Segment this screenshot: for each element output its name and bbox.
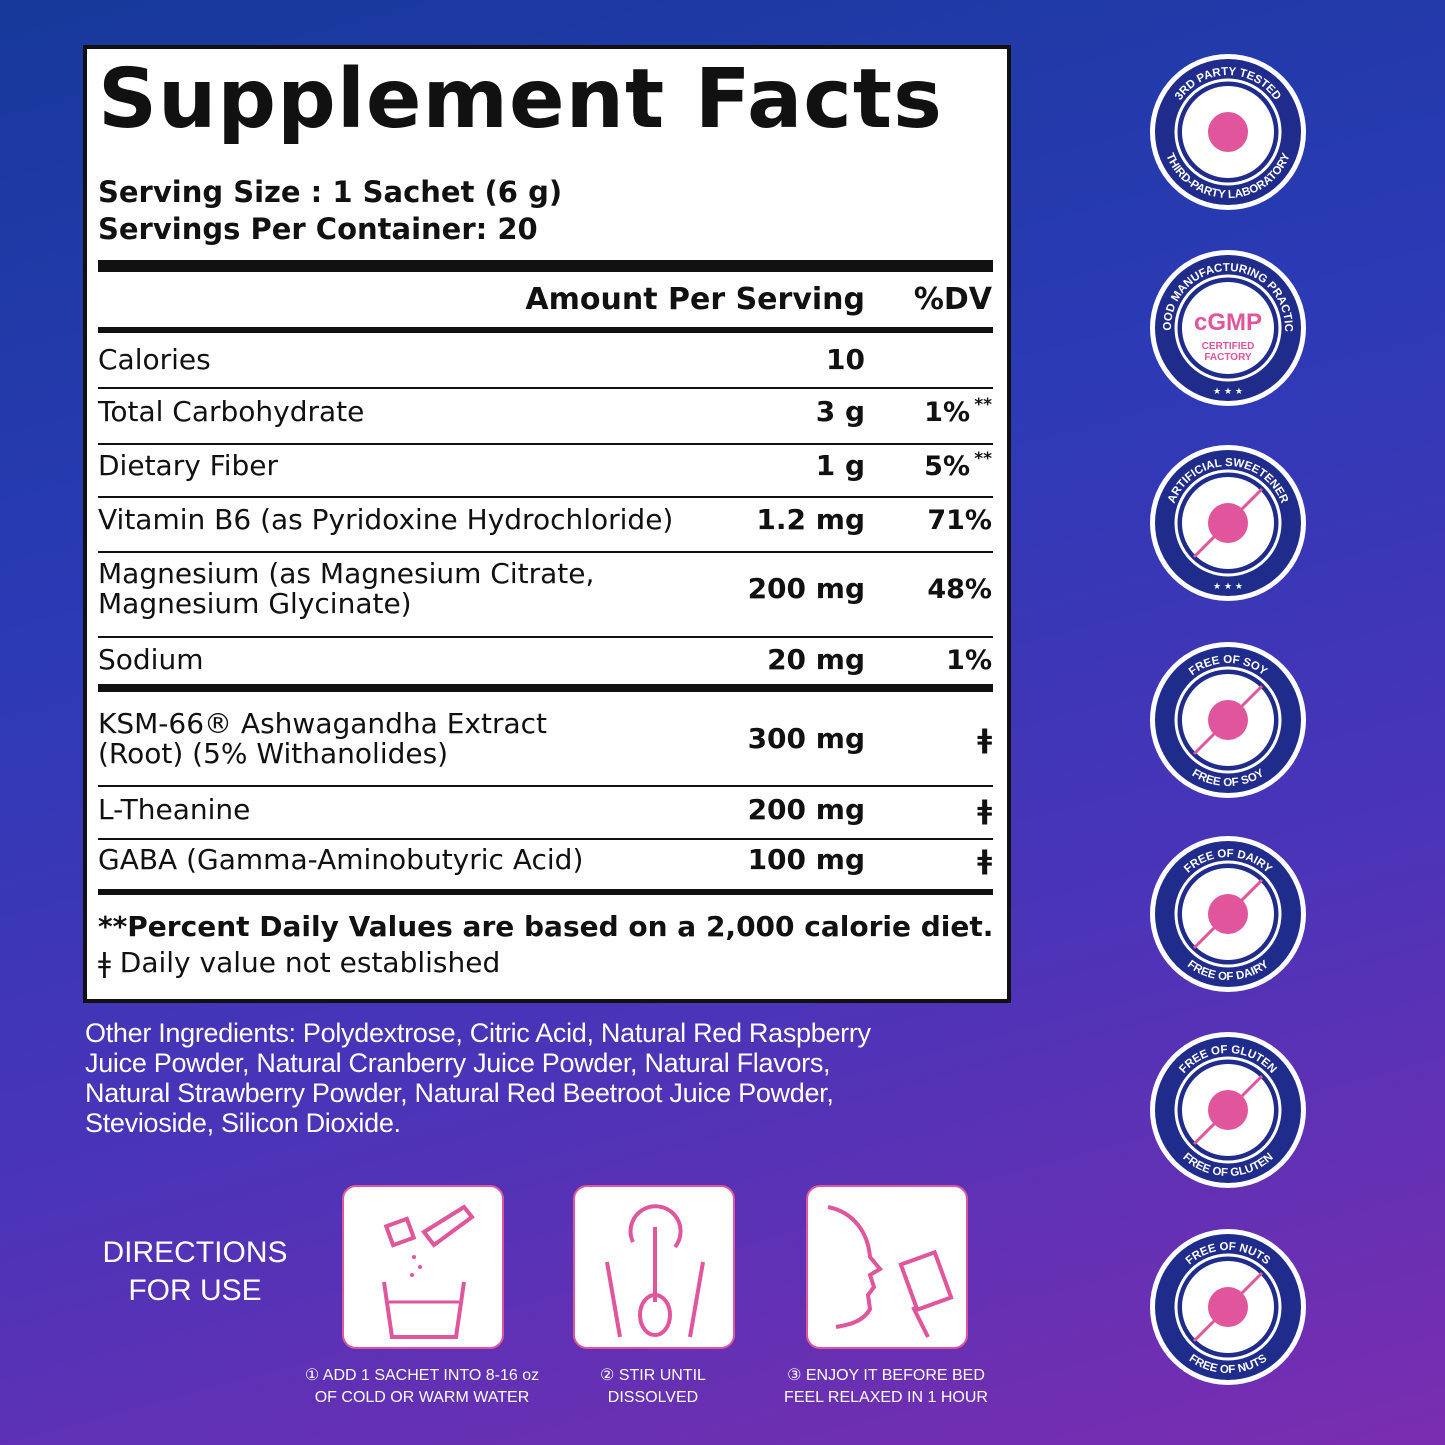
row-rule (98, 496, 993, 498)
nutrient-amount: 10 (826, 343, 865, 376)
footnote: ǂ Daily value not established (98, 946, 501, 979)
nutrient-dv: ǂ (977, 724, 992, 755)
facts-panel (83, 45, 1011, 1003)
direction-glyph (605, 1204, 705, 1338)
direction-caption: OF COLD OR WARM WATER (314, 1389, 530, 1406)
other-ingredients-line: Other Ingredients: Polydextrose, Citric … (85, 1018, 871, 1048)
badge-inner-ring (1174, 78, 1282, 186)
row-rule (98, 838, 993, 840)
row-rule (98, 636, 993, 638)
row-rule (98, 443, 993, 445)
direction-caption: FEEL RELAXED IN 1 HOUR (784, 1389, 988, 1406)
facts-title: Supplement Facts (98, 52, 943, 147)
nutrient-name: GABA (Gamma-Aminobutyric Acid) (98, 843, 584, 876)
footnote: **Percent Daily Values are based on a 2,… (98, 910, 994, 943)
badge-center-text: CERTIFIED (1202, 341, 1255, 352)
direction-glyph (382, 1204, 475, 1339)
dv-mark: ** (974, 395, 992, 415)
nutrient-name: L-Theanine (98, 793, 251, 826)
directions-title: FOR USE (128, 1274, 262, 1307)
servings-per-container: Servings Per Container: 20 (98, 212, 538, 246)
direction-caption: ① ADD 1 SACHET INTO 8-16 oz (304, 1367, 540, 1384)
other-ingredients-line: Natural Strawberry Powder, Natural Red B… (85, 1078, 834, 1108)
nutrient-amount: 3 g (815, 395, 865, 428)
direction-glyph (827, 1205, 954, 1338)
thick-rule (98, 889, 993, 895)
nutrient-amount: 1 g (815, 449, 865, 482)
amount-header: Amount Per Serving (525, 282, 865, 317)
direction-caption: ③ ENJOY IT BEFORE BED (787, 1367, 985, 1384)
badge-inner-ring (1174, 1253, 1282, 1361)
badge-center-text: FACTORY (1204, 352, 1252, 363)
direction-icon (342, 1185, 504, 1349)
badge-center (1182, 282, 1274, 374)
badge-glyph (1208, 112, 1248, 152)
row-rule (98, 387, 993, 389)
nutrient-name: Magnesium Glycinate) (98, 587, 412, 620)
badge-inner-ring (1174, 274, 1282, 382)
nutrient-dv: ǂ (977, 795, 992, 826)
direction-caption: ② STIR UNTIL (600, 1367, 706, 1384)
rule (98, 327, 993, 333)
nutrient-name: Dietary Fiber (98, 449, 279, 482)
nutrient-amount: 1.2 mg (756, 503, 865, 536)
nutrient-name: Magnesium (as Magnesium Citrate, (98, 557, 595, 590)
nutrient-dv: 1% (924, 397, 970, 428)
badge-slash (1192, 487, 1264, 559)
badge-slash (1192, 1271, 1264, 1343)
dv-mark: ** (974, 449, 992, 469)
direction-icon (573, 1185, 735, 1349)
row-rule (98, 785, 993, 787)
nutrient-dv: 5% (924, 451, 970, 482)
badge-stars: ★ ★ ★ (1213, 582, 1243, 592)
badge-stars: ★ ★ ★ (1213, 387, 1243, 397)
nutrient-dv: ǂ (977, 845, 992, 876)
direction-icon (806, 1185, 968, 1349)
directions-title: DIRECTIONS (102, 1236, 288, 1269)
badge-slash (1192, 878, 1264, 950)
other-ingredients-line: Stevioside, Silicon Dioxide. (85, 1108, 401, 1138)
dv-header: %DV (913, 282, 992, 317)
nutrient-name: Calories (98, 343, 211, 376)
nutrient-amount: 200 mg (747, 572, 865, 605)
badge-slash (1192, 1074, 1264, 1146)
direction-caption: DISSOLVED (607, 1389, 699, 1406)
serving-size: Serving Size : 1 Sachet (6 g) (98, 175, 563, 209)
badge: GOOD MANUFACTURING PRACTICEcGMPCERTIFIED… (1143, 243, 1306, 406)
nutrient-dv: 1% (946, 645, 992, 676)
nutrient-name: Sodium (98, 643, 204, 676)
badge-inner-ring (1174, 666, 1282, 774)
nutrient-name: Vitamin B6 (as Pyridoxine Hydrochloride) (98, 503, 674, 536)
badge: ARTIFICIAL SWEETENER★ ★ ★ (1150, 445, 1306, 601)
badge-inner-ring (1174, 469, 1282, 577)
nutrient-amount: 200 mg (747, 793, 865, 826)
nutrient-amount: 20 mg (767, 643, 865, 676)
other-ingredients-line: Juice Powder, Natural Cranberry Juice Po… (85, 1048, 831, 1078)
badge-center-text: cGMP (1194, 309, 1262, 336)
nutrient-amount: 300 mg (747, 722, 865, 755)
nutrient-amount: 100 mg (747, 843, 865, 876)
badge-slash (1192, 684, 1264, 756)
nutrient-name: Total Carbohydrate (98, 395, 365, 428)
nutrient-name: KSM-66® Ashwagandha Extract (98, 707, 548, 740)
badge-inner-ring (1174, 860, 1282, 968)
nutrient-dv: 48% (927, 574, 992, 605)
row-rule (98, 551, 993, 553)
nutrient-dv: 71% (927, 505, 992, 536)
nutrient-name: (Root) (5% Withanolides) (98, 737, 449, 770)
badge-inner-ring (1174, 1056, 1282, 1164)
thick-rule (98, 260, 993, 272)
thick-rule (98, 684, 993, 692)
